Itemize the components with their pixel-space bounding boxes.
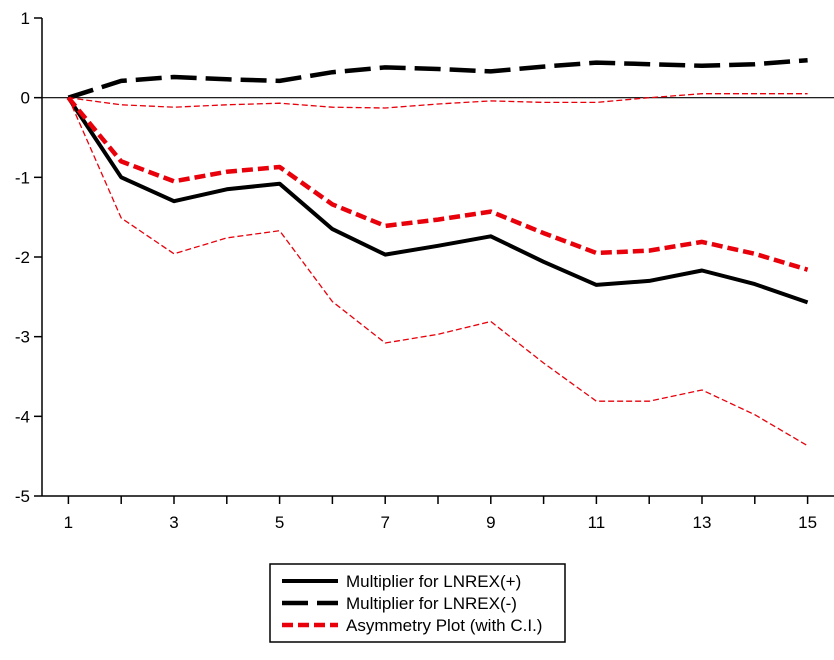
x-tick-label: 7: [380, 513, 389, 532]
y-tick-label: -2: [15, 248, 30, 267]
legend-label: Asymmetry Plot (with C.I.): [346, 616, 542, 635]
x-tick-label: 15: [798, 513, 817, 532]
x-axis: 1 3 5 7 9 11 13 15: [42, 495, 834, 532]
y-tick-label: 0: [21, 89, 30, 108]
legend-label: Multiplier for LNREX(+): [346, 572, 521, 591]
x-tick-label: 5: [275, 513, 284, 532]
series-layer: [66, 57, 809, 447]
y-axis: 1 0 -1 -2 -3 -4 -5: [15, 9, 43, 506]
series-line-2: [66, 96, 809, 272]
legend: Multiplier for LNREX(+) Multiplier for LN…: [269, 563, 566, 643]
x-tick-label: 13: [693, 513, 712, 532]
x-tick-label: 9: [486, 513, 495, 532]
y-tick-label: -1: [15, 168, 30, 187]
legend-label: Multiplier for LNREX(-): [346, 594, 517, 613]
y-tick-label: 1: [21, 9, 30, 28]
series-line-4: [67, 97, 808, 447]
y-tick-label: -5: [15, 487, 30, 506]
x-tick-label: 3: [169, 513, 178, 532]
x-tick-label: 1: [64, 513, 73, 532]
series-line-1: [67, 57, 808, 100]
x-tick-label: 11: [588, 513, 606, 532]
y-tick-label: -3: [15, 328, 30, 347]
series-line-3: [68, 93, 808, 109]
series-line-0: [66, 96, 809, 305]
y-tick-label: -4: [15, 407, 30, 426]
